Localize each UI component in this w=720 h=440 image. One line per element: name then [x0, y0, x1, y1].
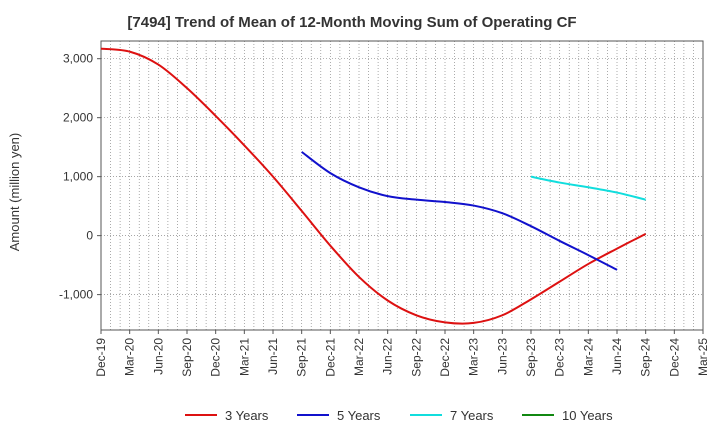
x-tick-label: Dec-21: [323, 338, 337, 377]
x-tick-label: Sep-21: [295, 338, 309, 377]
x-tick-label: Sep-20: [180, 338, 194, 377]
series-line-5-years: [301, 151, 618, 271]
x-tick-label: Mar-21: [237, 338, 251, 376]
x-tick-label: Dec-23: [553, 338, 567, 377]
series-line-7-years: [530, 175, 646, 201]
x-tick-label: Dec-20: [209, 338, 223, 377]
y-tick-label: 2,000: [63, 111, 93, 125]
plot-border: [100, 40, 704, 331]
y-tick-label: 3,000: [63, 52, 93, 66]
x-tick-label: Dec-22: [438, 338, 452, 377]
x-tick-label: Mar-22: [352, 338, 366, 376]
x-tick-label: Sep-22: [409, 338, 423, 377]
x-tick-label: Mar-23: [467, 338, 481, 376]
x-tick-label: Jun-23: [495, 338, 509, 375]
plot-frame: [100, 40, 704, 331]
x-tick-label: Sep-23: [524, 338, 538, 377]
x-tick-label: Mar-25: [696, 338, 710, 376]
x-tick-label: Mar-20: [123, 338, 137, 376]
x-tick-label: Jun-24: [610, 338, 624, 375]
x-tick-label: Mar-24: [581, 338, 595, 376]
series-lines: [100, 47, 647, 325]
legend-label: 5 Years: [337, 408, 381, 423]
legend-label: 7 Years: [450, 408, 494, 423]
series-line-3-years: [100, 47, 647, 325]
x-tick-label: Jun-22: [381, 338, 395, 375]
y-tick-label: 0: [86, 229, 93, 243]
legend-label: 10 Years: [562, 408, 613, 423]
x-tick-label: Dec-19: [94, 338, 108, 377]
y-ticks: -1,000 0 1,000 2,000 3,000: [59, 52, 101, 302]
y-tick-label: -1,000: [59, 288, 93, 302]
y-tick-label: 1,000: [63, 170, 93, 184]
x-ticks: Dec-19 Mar-20 Jun-20 Sep-20 Dec-20 Mar-21 Jun-…: [94, 330, 710, 377]
x-tick-label: Sep-24: [639, 338, 653, 377]
legend-label: 3 Years: [225, 408, 269, 423]
x-tick-label: Jun-20: [151, 338, 165, 375]
x-tick-label: Jun-21: [266, 338, 280, 375]
grid: [101, 41, 703, 330]
y-axis-label: Amount (million yen): [7, 133, 22, 252]
x-tick-label: Dec-24: [667, 338, 681, 377]
chart-title: [7494] Trend of Mean of 12-Month Moving …: [127, 14, 576, 31]
legend: 3 Years 5 Years 7 Years 10 Years: [185, 408, 613, 423]
